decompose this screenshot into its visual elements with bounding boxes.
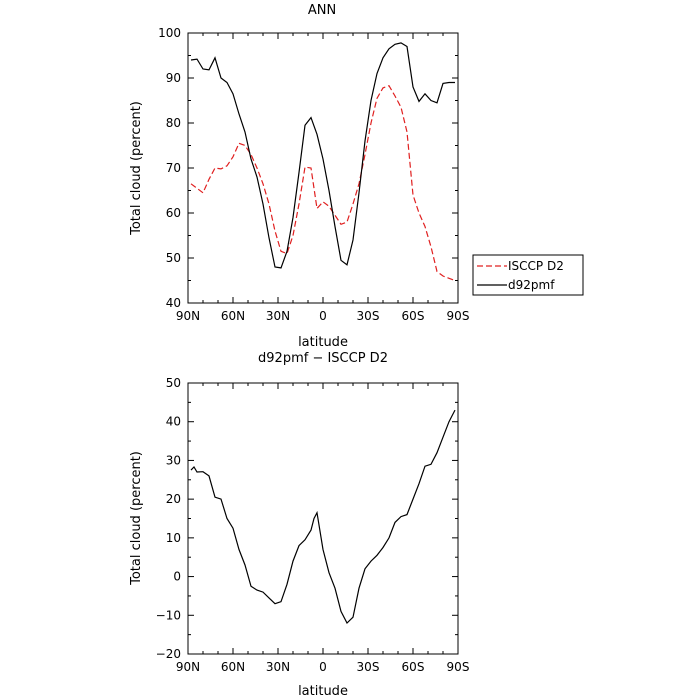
bottom-panel-frame [187,382,459,655]
bottom-x-tick-label: 90N [176,660,200,674]
top-x-tick-label: 60S [402,309,425,323]
top-panel-tick-labels: 90N 60N 30N 0 30S 60S 90S 40 50 60 70 80 90 100 [158,26,469,323]
top-x-tick-label: 30S [357,309,380,323]
bottom-panel-series [190,409,456,624]
top-x-tick-label: 0 [319,309,327,323]
bottom-x-tick-label: 0 [319,660,327,674]
bottom-y-tick-label: 0 [173,570,181,584]
top-panel-series [190,42,456,282]
top-series-line-isccp-d2 [190,84,456,282]
legend-label-isccp: ISCCP D2 [508,259,564,273]
top-x-tick-label: 90N [176,309,200,323]
top-y-tick-label: 60 [166,206,181,220]
bottom-y-tick-label: 20 [166,492,181,506]
bottom-panel-x-axis-label: latitude [298,684,348,699]
bottom-y-tick-label: 50 [166,376,181,390]
top-y-tick-label: 80 [166,116,181,130]
top-y-tick-label: 100 [158,26,181,40]
legend: ISCCP D2 d92pmf [472,254,584,296]
top-panel-frame [187,32,459,304]
bottom-y-tick-label: 10 [166,531,181,545]
bottom-y-tick-label: −10 [156,608,181,622]
bottom-y-tick-label: −20 [156,647,181,661]
bottom-x-tick-label: 30S [357,660,380,674]
bottom-y-tick-label: 40 [166,415,181,429]
bottom-x-tick-label: 60S [402,660,425,674]
bottom-series-line-difference [190,409,456,624]
bottom-panel-ticks [187,382,459,655]
bottom-panel: d92pmf − ISCCP D2 90N 60N 30N 0 30S 60S 90S −20… [129,351,469,699]
top-x-tick-label: 90S [447,309,470,323]
top-panel-x-axis-label: latitude [298,335,348,350]
bottom-y-tick-label: 30 [166,453,181,467]
top-x-tick-label: 60N [221,309,245,323]
bottom-x-tick-label: 30N [266,660,290,674]
top-y-tick-label: 90 [166,71,181,85]
bottom-panel-tick-labels: 90N 60N 30N 0 30S 60S 90S −20 −10 0 10 20 30 40 50 [156,376,470,674]
top-y-tick-label: 40 [166,296,181,310]
top-y-tick-label: 50 [166,251,181,265]
top-y-tick-label: 70 [166,161,181,175]
legend-box [472,254,584,296]
bottom-x-tick-label: 60N [221,660,245,674]
top-panel: ANN 90N 60N 30N 0 30S 60S 90S 40 50 60 70 80 90 100 l… [129,3,469,350]
bottom-panel-title: d92pmf − ISCCP D2 [258,351,388,366]
top-panel-title: ANN [308,3,336,18]
top-x-tick-label: 30N [266,309,290,323]
legend-label-d92pmf: d92pmf [508,278,555,292]
bottom-x-tick-label: 90S [447,660,470,674]
top-panel-y-axis-label: Total cloud (percent) [129,101,144,236]
top-series-line-d92pmf [190,42,455,269]
top-panel-ticks [187,32,459,304]
bottom-panel-y-axis-label: Total cloud (percent) [129,451,144,586]
